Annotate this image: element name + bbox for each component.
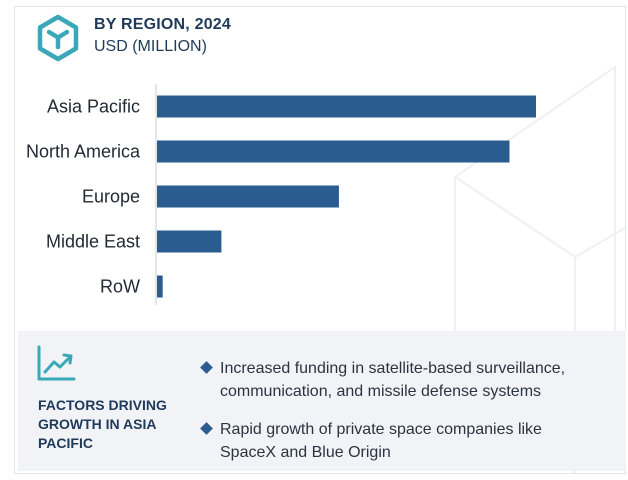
category-label: RoW (100, 277, 140, 297)
hexagon-logo-icon (37, 14, 79, 62)
bar (157, 95, 536, 118)
category-label: Middle East (46, 232, 140, 252)
bar (157, 275, 163, 298)
category-label: North America (26, 142, 141, 162)
factor-bullet: Rapid growth of private space companies … (200, 418, 602, 464)
trend-chart-icon (37, 345, 76, 381)
factors-heading: FACTORS DRIVING GROWTH IN ASIA PACIFIC (38, 397, 167, 451)
chart-title: BY REGION, 2024 (94, 16, 231, 33)
category-label: Europe (82, 187, 140, 207)
factor-bullet-text: Increased funding in satellite-based sur… (220, 360, 566, 400)
factor-bullet: Increased funding in satellite-based sur… (200, 357, 602, 403)
factor-bullet-text: Rapid growth of private space companies … (220, 421, 542, 461)
bar (157, 140, 510, 163)
bar (157, 230, 222, 253)
category-label: Asia Pacific (47, 97, 140, 117)
bar-chart: Asia Pacific North America Europe Middle Ea… (26, 84, 536, 305)
chart-subtitle: USD (MILLION) (94, 38, 207, 55)
factors-panel (18, 331, 626, 471)
bar (157, 185, 339, 208)
